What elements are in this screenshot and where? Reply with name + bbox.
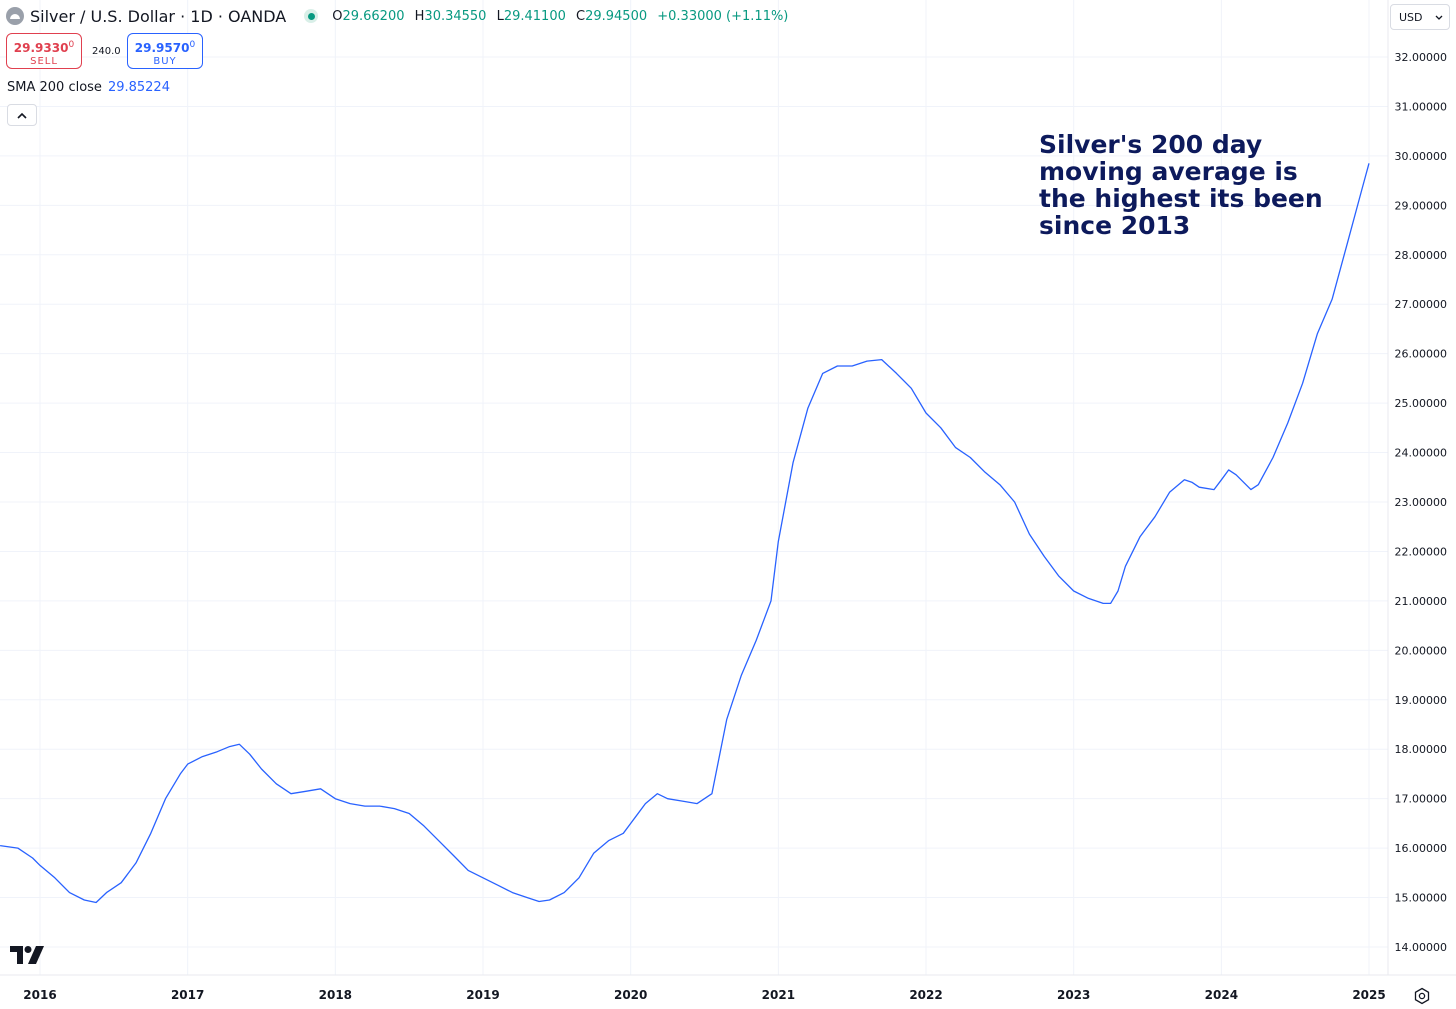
currency-label: USD — [1399, 10, 1423, 24]
x-tick-label: 2017 — [171, 988, 204, 1002]
x-tick-label: 2022 — [909, 988, 942, 1002]
x-tick-label: 2024 — [1205, 988, 1238, 1002]
y-tick-label: 32.00000 — [1395, 51, 1448, 64]
y-tick-label: 31.00000 — [1395, 100, 1448, 113]
y-tick-label: 27.00000 — [1395, 298, 1448, 311]
y-tick-label: 17.00000 — [1395, 793, 1448, 806]
y-tick-label: 26.00000 — [1395, 348, 1448, 361]
y-tick-label: 30.00000 — [1395, 150, 1448, 163]
indicator-value: 29.85224 — [107, 80, 170, 95]
change-value: +0.33000 (+1.11%) — [657, 8, 789, 24]
tradingview-logo[interactable] — [10, 946, 44, 968]
y-tick-label: 25.00000 — [1395, 397, 1448, 410]
market-open-dot-icon[interactable] — [304, 9, 319, 23]
symbol-title[interactable]: Silver / U.S. Dollar · 1D · OANDA — [30, 6, 287, 26]
y-tick-label: 23.00000 — [1395, 496, 1448, 509]
open-value: 29.66200 — [342, 8, 405, 24]
y-tick-label: 18.00000 — [1395, 743, 1448, 756]
symbol-header: Silver / U.S. Dollar · 1D · OANDA O29.66… — [6, 4, 794, 28]
y-tick-label: 24.00000 — [1395, 447, 1448, 460]
open-label: O — [332, 8, 343, 24]
low-value: 29.41100 — [503, 8, 566, 24]
sell-price-pip: 0 — [68, 40, 75, 50]
high-value: 30.34550 — [424, 8, 487, 24]
chevron-up-icon — [17, 112, 27, 119]
x-tick-label: 2018 — [319, 988, 352, 1002]
buy-label: BUY — [153, 56, 177, 67]
sell-label: SELL — [30, 56, 58, 67]
x-tick-label: 2023 — [1057, 988, 1090, 1002]
x-tick-label: 2021 — [762, 988, 795, 1002]
close-label: C — [576, 8, 586, 24]
time-scale[interactable]: 2016 2017 2018 2019 2020 2021 2022 2023 2024 2025 — [23, 988, 1385, 1002]
spread-value: 240.0 — [92, 46, 121, 57]
indicator-legend[interactable]: SMA 200 close 29.85224 — [7, 80, 170, 95]
y-tick-label: 20.00000 — [1395, 644, 1448, 657]
y-tick-label: 22.00000 — [1395, 545, 1448, 558]
close-value: 29.94500 — [585, 8, 648, 24]
currency-select[interactable]: USD — [1390, 4, 1450, 30]
chart-grid — [0, 0, 1388, 975]
sell-price: 29.9330 — [13, 41, 69, 55]
gear-icon[interactable] — [1413, 987, 1431, 1009]
sell-button[interactable]: 29.93300 SELL — [6, 33, 82, 69]
low-label: L — [496, 8, 504, 24]
price-scale[interactable]: 14.00000 15.00000 16.00000 17.00000 18.00000… — [1395, 51, 1448, 954]
x-tick-label: 2020 — [614, 988, 647, 1002]
buy-button[interactable]: 29.95700 BUY — [127, 33, 203, 69]
ohlc-values: O29.66200 H30.34550 L29.41100 C29.94500 … — [332, 9, 794, 24]
buy-price-pip: 0 — [189, 40, 196, 50]
x-tick-label: 2016 — [23, 988, 56, 1002]
y-tick-label: 15.00000 — [1395, 892, 1448, 905]
sma-200-line — [0, 163, 1370, 904]
silver-coin-icon — [6, 7, 24, 25]
y-tick-label: 21.00000 — [1395, 595, 1448, 608]
x-tick-label: 2019 — [466, 988, 499, 1002]
y-tick-label: 28.00000 — [1395, 249, 1448, 262]
y-tick-label: 16.00000 — [1395, 842, 1448, 855]
buy-price: 29.9570 — [134, 41, 190, 55]
high-label: H — [414, 8, 425, 24]
chart-annotation: Silver's 200 day moving average is the h… — [1039, 130, 1323, 240]
y-tick-label: 19.00000 — [1395, 694, 1448, 707]
y-tick-label: 14.00000 — [1395, 941, 1448, 954]
y-tick-label: 29.00000 — [1395, 199, 1448, 212]
x-tick-label: 2025 — [1352, 988, 1385, 1002]
collapse-legend-button[interactable] — [7, 104, 37, 126]
chevron-down-icon — [1435, 15, 1443, 20]
indicator-name: SMA 200 close — [7, 80, 102, 95]
